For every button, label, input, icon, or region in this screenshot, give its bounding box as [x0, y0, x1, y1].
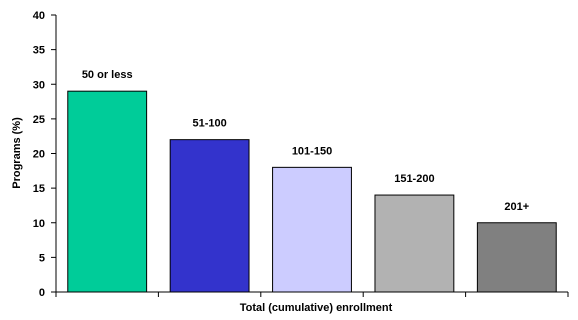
y-tick-label: 15	[33, 183, 45, 195]
y-axis: 0 5 10 15 20 25 30 35 40	[33, 10, 57, 299]
y-tick-label: 25	[33, 114, 45, 126]
y-tick-label: 5	[39, 252, 45, 264]
y-axis-title: Programs (%)	[11, 117, 23, 189]
bar-category-label: 201+	[504, 201, 529, 213]
bar-labels: 50 or less 51-100 101-150 151-200 201+	[82, 69, 529, 213]
bar	[169, 139, 250, 293]
x-axis	[55, 291, 569, 297]
y-tick-label: 10	[33, 218, 45, 230]
bar-category-label: 101-150	[292, 145, 332, 157]
bars	[67, 90, 557, 293]
bar	[67, 90, 148, 293]
y-tick-label: 40	[33, 10, 45, 22]
bar-category-label: 151-200	[394, 173, 434, 185]
bar-category-label: 50 or less	[82, 69, 133, 81]
y-tick-label: 0	[39, 287, 45, 299]
y-tick-label: 35	[33, 45, 45, 57]
bar-category-label: 51-100	[192, 118, 226, 130]
y-tick-label: 30	[33, 79, 45, 91]
bar	[272, 166, 352, 293]
y-tick-label: 20	[33, 149, 45, 161]
x-axis-title: Total (cumulative) enrollment	[240, 302, 393, 314]
bar	[476, 222, 557, 293]
bar	[374, 194, 455, 293]
